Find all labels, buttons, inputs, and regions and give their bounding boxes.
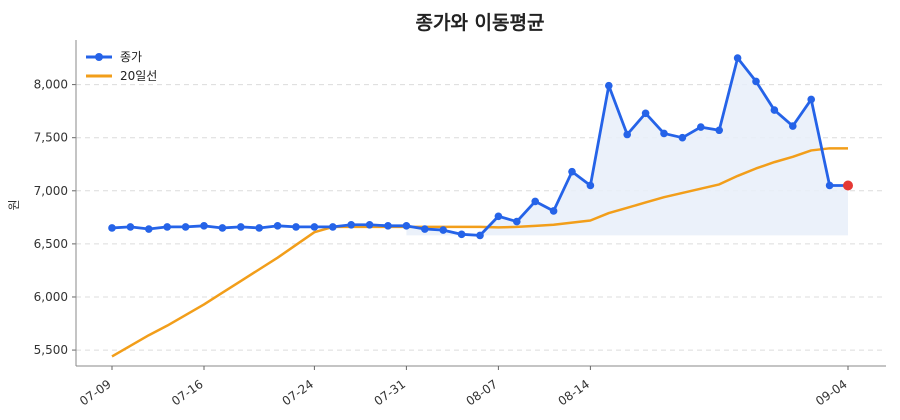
series-point-close (439, 226, 448, 234)
series-line-ma20 (111, 147, 848, 358)
series-point-close (641, 109, 650, 118)
series-point-close (255, 224, 263, 232)
plot-area (108, 54, 853, 358)
x-tick-label: 07-24 (280, 377, 317, 408)
series-point-close (733, 54, 742, 62)
series-point-close (181, 223, 190, 231)
chart-title: 종가와 이동평균 (416, 12, 545, 34)
series-point-close (292, 223, 300, 231)
series-point-close (605, 81, 613, 90)
series-point-close (715, 126, 723, 135)
series-point-close (365, 220, 374, 229)
series-point-close (770, 106, 779, 114)
series-point-close (568, 167, 576, 176)
series-point-close (531, 197, 539, 206)
series-point-close (200, 222, 208, 230)
legend-close-label: 종가 (120, 50, 142, 64)
series-point-close (145, 225, 153, 233)
y-tick-label: 7,500 (34, 131, 68, 145)
x-tick-label: 08-07 (464, 377, 501, 408)
x-tick-label: 08-14 (556, 377, 593, 408)
series-point-close (752, 77, 760, 86)
legend: 종가 20일선 (86, 50, 157, 83)
y-tick-label: 7,000 (34, 184, 68, 198)
series-point-close (218, 224, 227, 232)
legend-ma-label: 20일선 (120, 69, 157, 83)
y-tick-label: 8,000 (34, 78, 68, 92)
series-point-close (807, 95, 815, 104)
x-tick-label: 07-09 (77, 377, 114, 408)
series-point-close (825, 181, 834, 190)
series-point-close (329, 223, 337, 231)
series-point-close (789, 122, 797, 130)
y-tick-label: 5,500 (34, 343, 68, 357)
last-point-marker (843, 180, 853, 191)
grid-lines (76, 84, 886, 351)
series-point-close (494, 212, 503, 221)
series-point-close (310, 223, 319, 231)
series-point-close (384, 222, 392, 230)
x-tick-label: 07-16 (169, 377, 206, 408)
series-point-close (549, 207, 558, 215)
series-point-close (237, 223, 245, 231)
series-point-close (678, 133, 687, 142)
series-point-close (457, 230, 466, 239)
series-point-close (476, 231, 484, 240)
legend-close-marker (95, 53, 103, 61)
series-point-close (402, 222, 411, 230)
highlight-fill-area (406, 58, 848, 236)
series-point-close (163, 223, 171, 231)
series-point-close (513, 217, 521, 226)
y-tick-label: 6,000 (34, 290, 68, 304)
series-point-close (660, 129, 668, 138)
y-tick-label: 6,500 (34, 237, 68, 251)
series-point-close (273, 222, 282, 230)
series-point-close (347, 220, 356, 229)
series-point-close (421, 225, 429, 233)
axes (72, 40, 886, 370)
series-point-close (126, 223, 135, 231)
x-tick-label: 09-04 (813, 377, 850, 408)
series-point-close (586, 181, 595, 190)
series-point-close (108, 224, 116, 232)
x-tick-label: 07-31 (372, 377, 409, 408)
series-point-close (697, 123, 705, 131)
series-point-close (623, 130, 631, 139)
y-axis-label: 원 (7, 199, 21, 210)
